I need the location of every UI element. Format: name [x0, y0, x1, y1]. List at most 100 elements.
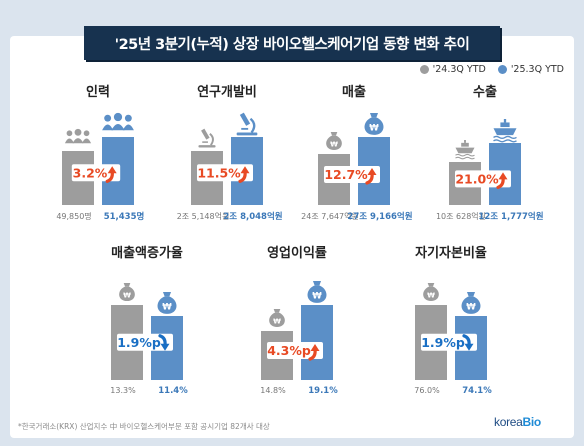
won-symbol: ₩ [369, 123, 379, 133]
water-wave [493, 139, 517, 143]
person-head [74, 128, 82, 136]
koreabio-logo: koreaBio [494, 415, 541, 429]
chart-group-1: 인력 3.2% 49,850명 51,435명 [56, 84, 144, 222]
person-body [81, 138, 92, 144]
ship-mast [503, 119, 507, 123]
person-body [72, 138, 84, 144]
value-label-curr: 11.4% [158, 386, 188, 396]
footnote: *한국거래소(KRX) 산업지수 中 바이오헬스케어부문 포함 공시기업 82개… [18, 422, 270, 431]
ship-hull [493, 128, 517, 136]
microscope-tube [239, 112, 251, 126]
chart-group-7: 자기자본비율 ₩ ₩1.9%p 76.0% 74.1% [414, 245, 492, 396]
legend-item-prev: '24.3Q YTD [419, 64, 486, 75]
value-label-prev: 13.3% [110, 386, 136, 395]
won-symbol: ₩ [312, 291, 322, 301]
won-symbol: ₩ [427, 290, 435, 299]
money-bag-knot [123, 283, 131, 287]
microscope-base [236, 132, 258, 136]
won-symbol: ₩ [273, 316, 281, 325]
arrow-up-head [367, 167, 377, 175]
won-symbol: ₩ [330, 139, 338, 148]
change-label-bg [324, 165, 380, 183]
change-label: 1.9%p [421, 335, 465, 350]
arrow-down-head [464, 343, 474, 351]
value-label-prev: 10조 628억원 [436, 211, 486, 221]
chart-group-5: 매출액증가율 ₩ ₩1.9%p 13.3% 11.4% [110, 245, 188, 396]
logo-text-korea: korea [494, 415, 523, 429]
arrow-up-head [240, 166, 250, 174]
water-wave [455, 153, 475, 157]
person-head [66, 130, 73, 137]
value-label-prev: 76.0% [414, 386, 440, 395]
money-bag-knot [369, 113, 379, 118]
money-bag-knot [427, 283, 435, 287]
ship-cabin [500, 122, 510, 128]
legend-label-curr: '25.3Q YTD [510, 64, 564, 75]
change-label-bg [197, 164, 253, 182]
microscope-base [198, 145, 216, 148]
logo-text-bio: Bio [522, 415, 542, 429]
chart-title: 자기자본비율 [415, 245, 487, 261]
person-body [111, 124, 125, 131]
money-bag-body [423, 286, 439, 302]
won-symbol: ₩ [466, 302, 476, 312]
chart-title: 수출 [473, 84, 497, 100]
change-label: 4.3%p [267, 343, 311, 358]
water-wave [455, 156, 475, 160]
money-bag-body [269, 312, 285, 328]
money-bag-knot [162, 292, 172, 297]
person-head [113, 112, 123, 122]
chart-title: 매출액증가율 [111, 245, 183, 261]
microscope-stage [202, 141, 208, 143]
water-wave [493, 135, 517, 140]
change-label-bg [71, 164, 121, 182]
won-symbol: ₩ [123, 290, 131, 299]
change-label: 21.0% [455, 171, 499, 186]
money-bag-knot [312, 281, 322, 286]
ship-cabin [461, 142, 469, 147]
value-label-curr: 27조 9,166억원 [347, 211, 412, 222]
value-label-prev: 49,850명 [56, 211, 91, 221]
value-label-prev: 2조 5,148억원 [177, 211, 230, 221]
person-head [124, 114, 132, 122]
value-label-curr: 2조 8,048억원 [223, 211, 282, 222]
change-label-bg [455, 170, 511, 188]
money-bag-body [364, 117, 384, 135]
chart-group-6: 영업이익률 ₩ ₩4.3%p 14.8% 19.1% [260, 245, 338, 396]
arrow-down-head [160, 343, 170, 351]
won-symbol: ₩ [162, 302, 172, 312]
ship-mast [464, 140, 466, 143]
value-label-curr: 74.1% [462, 386, 492, 396]
legend-label-prev: '24.3Q YTD [432, 64, 486, 75]
change-label: 1.9%p [117, 335, 161, 350]
change-label: 11.5% [197, 165, 241, 180]
arrow-up-head [498, 172, 508, 180]
legend-item-curr: '25.3Q YTD [497, 64, 564, 75]
legend-swatch-prev [419, 65, 429, 74]
money-bag-knot [466, 292, 476, 297]
change-label: 12.7% [324, 167, 368, 182]
money-bag-body [461, 296, 481, 314]
page-title: '25년 3분기(누적) 상장 바이오헬스케어기업 동향 변화 추이 [84, 26, 500, 60]
microscope-arm [249, 117, 256, 134]
change-label-bg [421, 333, 477, 351]
legend: '24.3Q YTD '25.3Q YTD [419, 64, 564, 75]
arrow-up-head [310, 344, 320, 352]
value-label-prev: 14.8% [260, 386, 286, 395]
value-label-prev: 24조 7,647억원 [301, 211, 359, 221]
person-head [104, 114, 112, 122]
chart-title: 인력 [86, 84, 110, 100]
money-bag-knot [330, 132, 338, 136]
chart-title: 매출 [342, 84, 366, 100]
microscope-stage [241, 127, 249, 130]
money-bag-knot [273, 309, 281, 313]
value-label-curr: 19.1% [308, 386, 338, 396]
person-head [83, 130, 90, 137]
microscope-tube [201, 128, 210, 140]
ship-hull [455, 147, 475, 154]
value-label-curr: 12조 1,777억원 [478, 211, 543, 222]
